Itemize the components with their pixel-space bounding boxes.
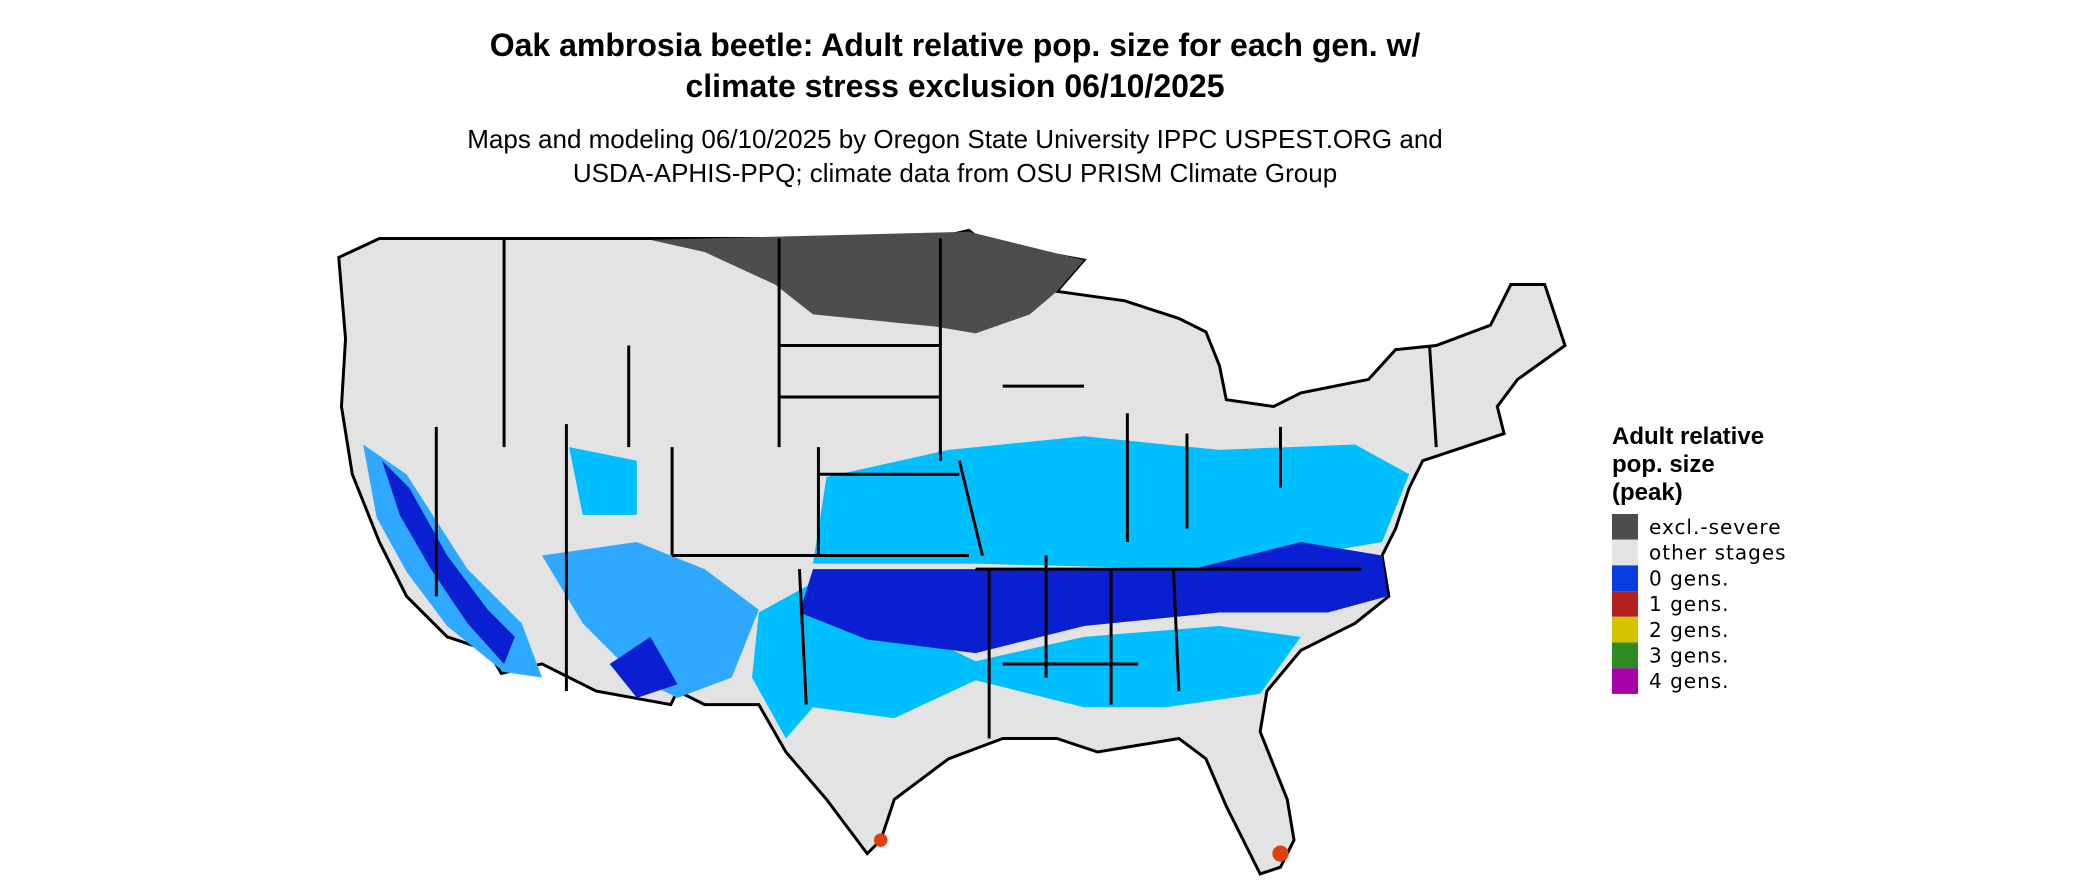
southwest-dark: [609, 636, 678, 698]
legend-label: 0 gens.: [1649, 566, 1730, 590]
map: [337, 228, 1567, 876]
legend-swatch: [1612, 668, 1638, 694]
legend-swatch: [1612, 591, 1638, 617]
legend-title: (peak): [1612, 479, 1683, 506]
subtitle-line: Maps and modeling 06/10/2025 by Oregon S…: [467, 124, 1443, 154]
titles: Oak ambrosia beetle: Adult relative pop.…: [467, 27, 1443, 188]
legend-label: other stages: [1649, 541, 1787, 565]
legend-swatch: [1612, 642, 1638, 669]
legend-title: pop. size: [1612, 451, 1715, 478]
state-borders: [434, 238, 1438, 739]
subtitle-line: USDA-APHIS-PPQ; climate data from OSU PR…: [573, 158, 1337, 188]
legend-label: 3 gens.: [1649, 644, 1730, 668]
legend-title: Adult relative: [1612, 423, 1764, 450]
legend-swatch: [1612, 616, 1638, 643]
legend-label: 1 gens.: [1649, 592, 1730, 616]
legend-swatch: [1612, 565, 1638, 592]
southwest-blue: [542, 542, 759, 698]
legend-label: excl.-severe: [1649, 515, 1782, 539]
title-line: Oak ambrosia beetle: Adult relative pop.…: [490, 27, 1421, 63]
red-spot: [873, 833, 888, 847]
red-spot: [1272, 845, 1289, 862]
legend-label: 4 gens.: [1649, 669, 1730, 693]
colorado-blue: [569, 447, 637, 515]
legend-swatch: [1612, 539, 1638, 566]
excluded-region: [650, 231, 1084, 334]
legend-label: 2 gens.: [1649, 618, 1730, 642]
west-dark-blue: [382, 460, 515, 664]
legend-swatch: [1612, 514, 1638, 540]
title-line: climate stress exclusion 06/10/2025: [685, 68, 1224, 104]
